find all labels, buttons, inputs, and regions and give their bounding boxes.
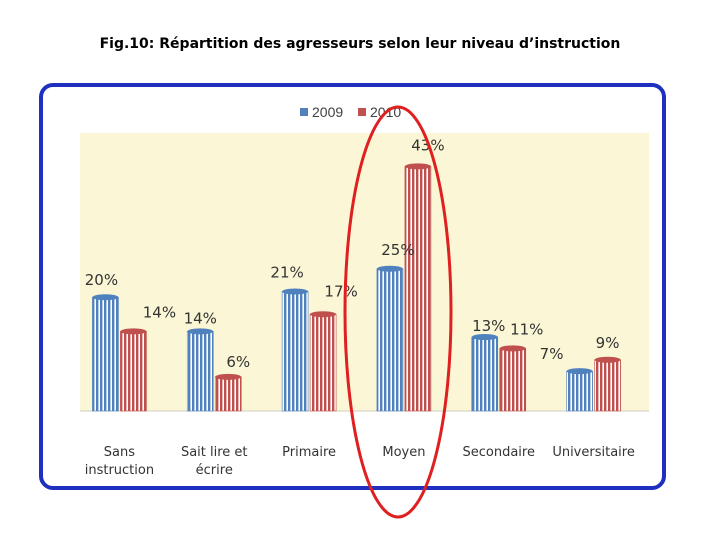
data-label-2010-5: 9%	[596, 334, 620, 352]
x-tick-label-0: Sans instruction	[85, 445, 154, 478]
bar-2009-1-cap	[187, 328, 214, 335]
bar-2010-5	[594, 359, 621, 412]
bar-2010-0-cap	[120, 328, 147, 335]
legend-swatch-2009	[300, 108, 308, 116]
bar-2010-3	[404, 166, 432, 412]
data-label-2009-1: 14%	[184, 309, 217, 327]
data-labels-group: 20%14% 14%6%21%17%25%43%13% 11%7%9%	[85, 136, 620, 370]
plot-area	[80, 133, 649, 411]
data-label-2009-2: 21%	[270, 264, 303, 282]
bar-2010-4	[499, 348, 527, 412]
bar-2010-5-cap	[594, 356, 621, 363]
data-label-2009-4: 13%	[472, 317, 505, 335]
x-tick-label-2: Primaire	[282, 445, 336, 460]
chart-title: Fig.10: Répartition des agresseurs selon…	[99, 36, 621, 52]
legend-label-2009: 2009	[312, 104, 343, 120]
x-tick-label-1: Sait lire et écrire	[181, 445, 248, 478]
x-tick-label-3: Moyen	[382, 445, 425, 460]
bar-2010-0	[120, 331, 147, 412]
bar-2009-1	[186, 331, 214, 412]
bar-2010-1-cap	[215, 373, 242, 380]
highlight-ellipse	[343, 105, 453, 519]
data-label-2010-2: 17%	[324, 282, 357, 300]
x-tick-label-5: Universitaire	[552, 445, 635, 460]
data-label-2010-0: 14%	[143, 303, 176, 321]
bars-group	[92, 163, 621, 412]
data-label-2009-5: 7%	[540, 345, 564, 363]
bar-2009-0	[92, 296, 119, 412]
x-tick-label-4: Secondaire	[463, 445, 535, 460]
bar-2010-4-cap	[499, 345, 526, 352]
bar-2009-4	[471, 336, 499, 412]
bar-2009-2-cap	[282, 288, 309, 295]
x-tick-labels-group: Sans instruction Sait lire et écrire Primair…	[85, 445, 635, 478]
bar-2010-2	[309, 313, 337, 412]
legend: 2009 2010	[300, 104, 401, 120]
bar-2009-3-cap	[376, 265, 403, 272]
data-label-2009-3: 25%	[381, 241, 414, 259]
bar-2009-2	[281, 291, 309, 412]
data-label-2010-1: 6%	[226, 353, 250, 371]
data-label-2010-4: 11%	[510, 320, 543, 338]
bar-2009-3	[376, 268, 404, 412]
bar-2009-5	[566, 370, 593, 412]
bar-2009-5-cap	[566, 368, 593, 375]
bar-2010-1	[214, 376, 242, 412]
bar-2009-0-cap	[92, 294, 119, 301]
bar-2010-3-cap	[404, 163, 431, 170]
bar-2010-2-cap	[310, 311, 337, 318]
bar-2009-4-cap	[471, 334, 498, 341]
data-label-2009-0: 20%	[85, 271, 118, 289]
legend-swatch-2010	[358, 108, 366, 116]
